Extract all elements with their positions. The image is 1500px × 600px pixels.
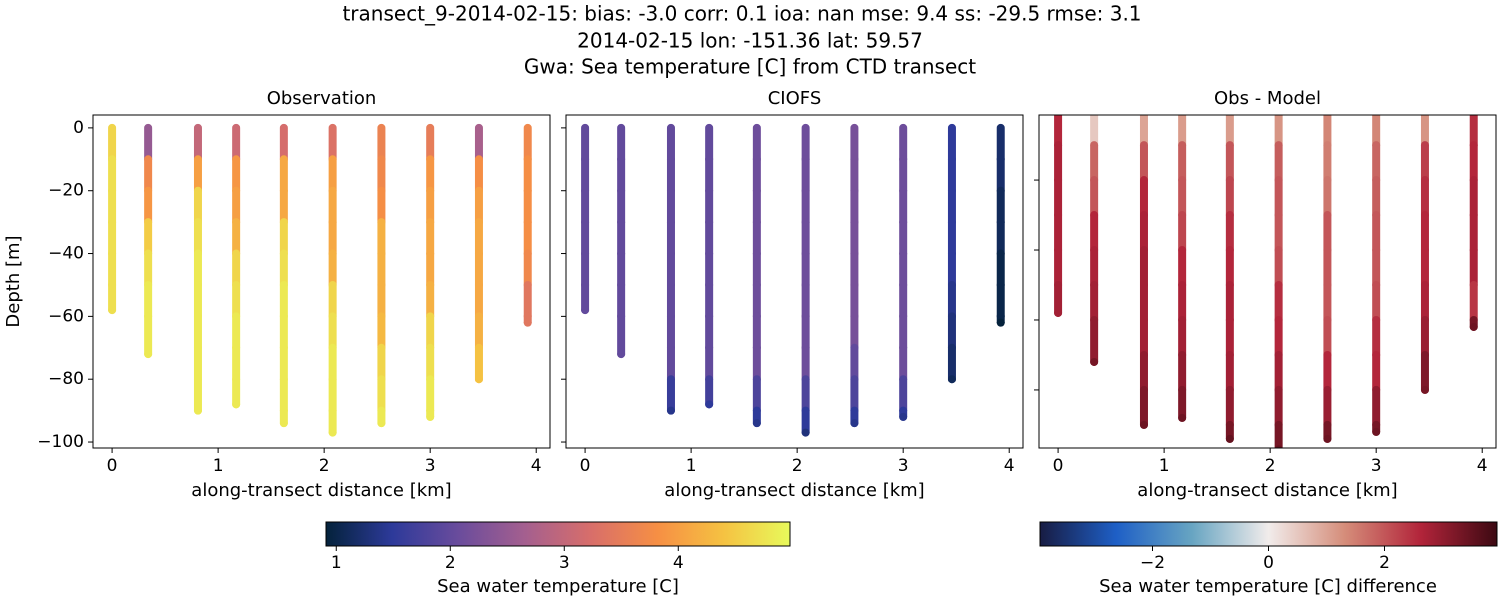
- x-tick-label: 3: [898, 456, 909, 476]
- colorbar-tick-label: 1: [331, 553, 342, 573]
- axes-frame: [1038, 114, 1497, 449]
- x-tick-label: 3: [1371, 456, 1382, 476]
- plot-area: [108, 123, 532, 437]
- y-tick-label: −40: [48, 244, 84, 264]
- x-tick-label: 4: [1004, 456, 1015, 476]
- x-tick-label: 4: [531, 456, 542, 476]
- y-tick-label: −20: [48, 181, 84, 201]
- plot-area: [581, 123, 1005, 437]
- panel-title: Obs - Model: [1214, 88, 1321, 109]
- colorbar-tick-label: 2: [445, 553, 456, 573]
- colorbar-tick-label: 2: [1379, 553, 1390, 573]
- suptitle: 2014-02-15 lon: -151.36 lat: 59.57: [577, 29, 923, 53]
- x-axis-label: along-transect distance [km]: [664, 480, 924, 501]
- x-tick-label: 2: [319, 456, 330, 476]
- colorbar-tick-label: −2: [1140, 553, 1165, 573]
- x-tick-label: 0: [1053, 456, 1064, 476]
- plot-area: [1054, 115, 1478, 448]
- y-tick-label: −80: [48, 369, 84, 389]
- x-tick-label: 3: [425, 456, 436, 476]
- axes-frame: [565, 114, 1024, 449]
- x-tick-label: 4: [1477, 456, 1488, 476]
- colorbar-tick-label: 4: [673, 553, 684, 573]
- colorbar-label: Sea water temperature [C] difference: [1099, 576, 1437, 597]
- x-tick-label: 1: [686, 456, 697, 476]
- colorbar-tick-label: 3: [559, 553, 570, 573]
- colorbar-label: Sea water temperature [C]: [437, 576, 679, 597]
- x-axis-label: along-transect distance [km]: [191, 480, 451, 501]
- y-axis-label: Depth [m]: [3, 235, 24, 327]
- suptitle: transect_9-2014-02-15: bias: -3.0 corr: …: [342, 2, 1141, 26]
- x-tick-label: 1: [213, 456, 224, 476]
- x-tick-label: 0: [107, 456, 118, 476]
- x-tick-label: 2: [1265, 456, 1276, 476]
- suptitle: Gwa: Sea temperature [C] from CTD transe…: [524, 55, 976, 79]
- x-tick-label: 0: [580, 456, 591, 476]
- x-axis-label: along-transect distance [km]: [1137, 480, 1397, 501]
- y-tick-label: −60: [48, 306, 84, 326]
- x-tick-label: 1: [1159, 456, 1170, 476]
- x-tick-label: 2: [792, 456, 803, 476]
- colorbar: [325, 521, 791, 547]
- colorbar-tick-label: 0: [1263, 553, 1274, 573]
- axes-frame: [92, 114, 551, 449]
- panel-title: Observation: [267, 88, 377, 109]
- panel-title: CIOFS: [768, 88, 822, 109]
- y-tick-label: −100: [37, 432, 84, 452]
- y-tick-label: 0: [73, 118, 84, 138]
- colorbar: [1039, 521, 1498, 547]
